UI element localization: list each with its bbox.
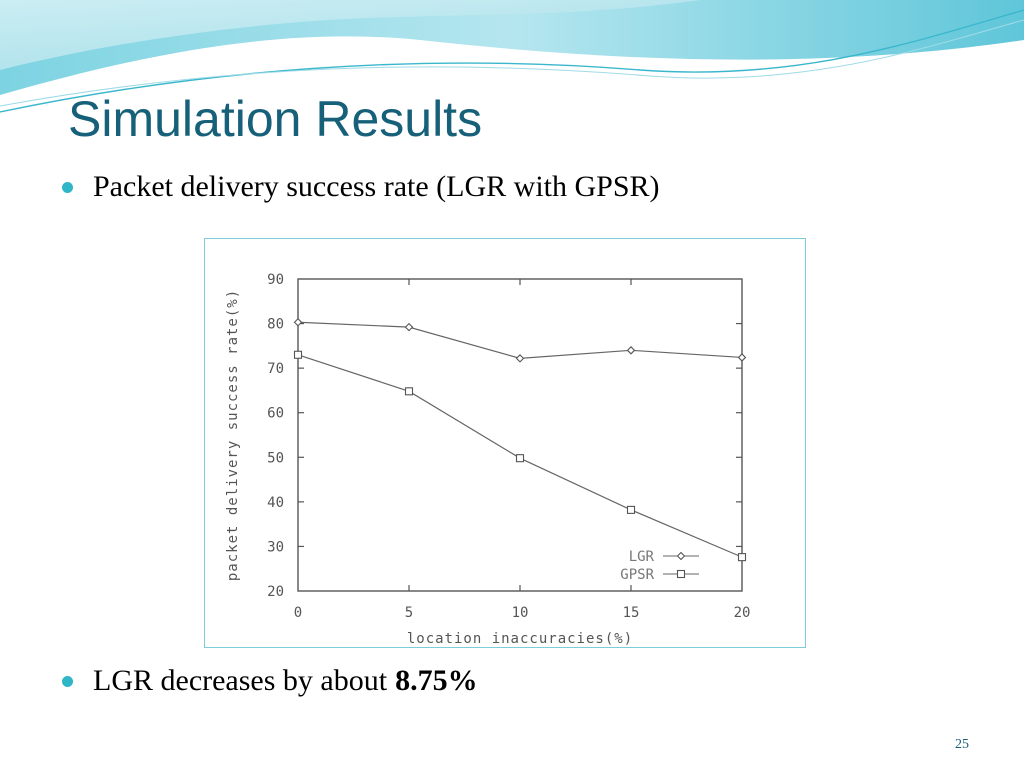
header-wave-decoration [0, 0, 1024, 113]
y-tick-label: 90 [267, 272, 284, 288]
x-tick-label: 0 [294, 605, 302, 621]
y-tick-label: 70 [267, 361, 284, 377]
bullet-item: Packet delivery success rate (LGR with G… [62, 170, 660, 204]
bullet-item: LGR decreases by about 8.75% [62, 664, 478, 698]
chart-panel: packet delivery success rate(%) location… [204, 238, 806, 648]
bullet-text: Packet delivery success rate (LGR with G… [93, 170, 660, 203]
y-tick-label: 60 [267, 406, 284, 422]
lgr-data-point [737, 353, 747, 362]
bullet-highlight-value: 8.75% [395, 664, 478, 697]
line-chart: packet delivery success rate(%) location… [225, 272, 751, 647]
legend-marker-lgr [676, 551, 686, 561]
gpsr-data-point [293, 350, 303, 359]
x-tick-label: 15 [623, 605, 640, 621]
x-tick-label: 20 [734, 605, 751, 621]
lgr-data-point [626, 346, 636, 355]
y-tick-label: 80 [267, 317, 284, 333]
plot-frame [297, 278, 743, 592]
y-tick-label: 40 [267, 495, 284, 511]
bullet-dot-icon [62, 675, 73, 687]
y-tick-label: 30 [267, 539, 284, 555]
lgr-data-point [404, 322, 414, 332]
page-number: 25 [955, 737, 969, 752]
bullet-text: LGR decreases by about [93, 664, 388, 697]
gpsr-data-point [737, 553, 747, 562]
bullet-dot-icon [62, 181, 73, 193]
gpsr-data-point [515, 454, 525, 463]
lgr-data-point [515, 354, 525, 363]
lgr-series-line [297, 321, 743, 359]
y-tick-label: 50 [267, 450, 284, 466]
slide-title: Simulation Results [68, 91, 483, 147]
gpsr-data-point [626, 505, 636, 514]
legend-label-gpsr: GPSR [620, 567, 654, 583]
y-axis-label: packet delivery success rate(%) [225, 289, 241, 581]
legend-label-lgr: LGR [629, 549, 655, 565]
y-tick-label: 20 [267, 584, 284, 600]
lgr-data-point [293, 317, 303, 327]
legend-marker-gpsr [676, 569, 686, 579]
gpsr-data-point [404, 387, 414, 396]
x-tick-label: 10 [512, 605, 529, 621]
x-tick-label: 5 [405, 605, 413, 621]
x-axis-label: location inaccuracies(%) [407, 631, 633, 647]
